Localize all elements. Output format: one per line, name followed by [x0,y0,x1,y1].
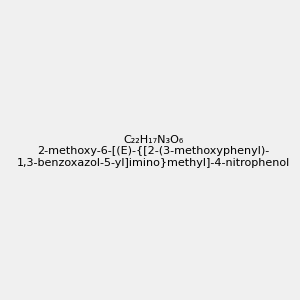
Text: C₂₂H₁₇N₃O₆
2-methoxy-6-[(E)-{[2-(3-methoxyphenyl)-
1,3-benzoxazol-5-yl]imino}met: C₂₂H₁₇N₃O₆ 2-methoxy-6-[(E)-{[2-(3-metho… [17,135,290,168]
